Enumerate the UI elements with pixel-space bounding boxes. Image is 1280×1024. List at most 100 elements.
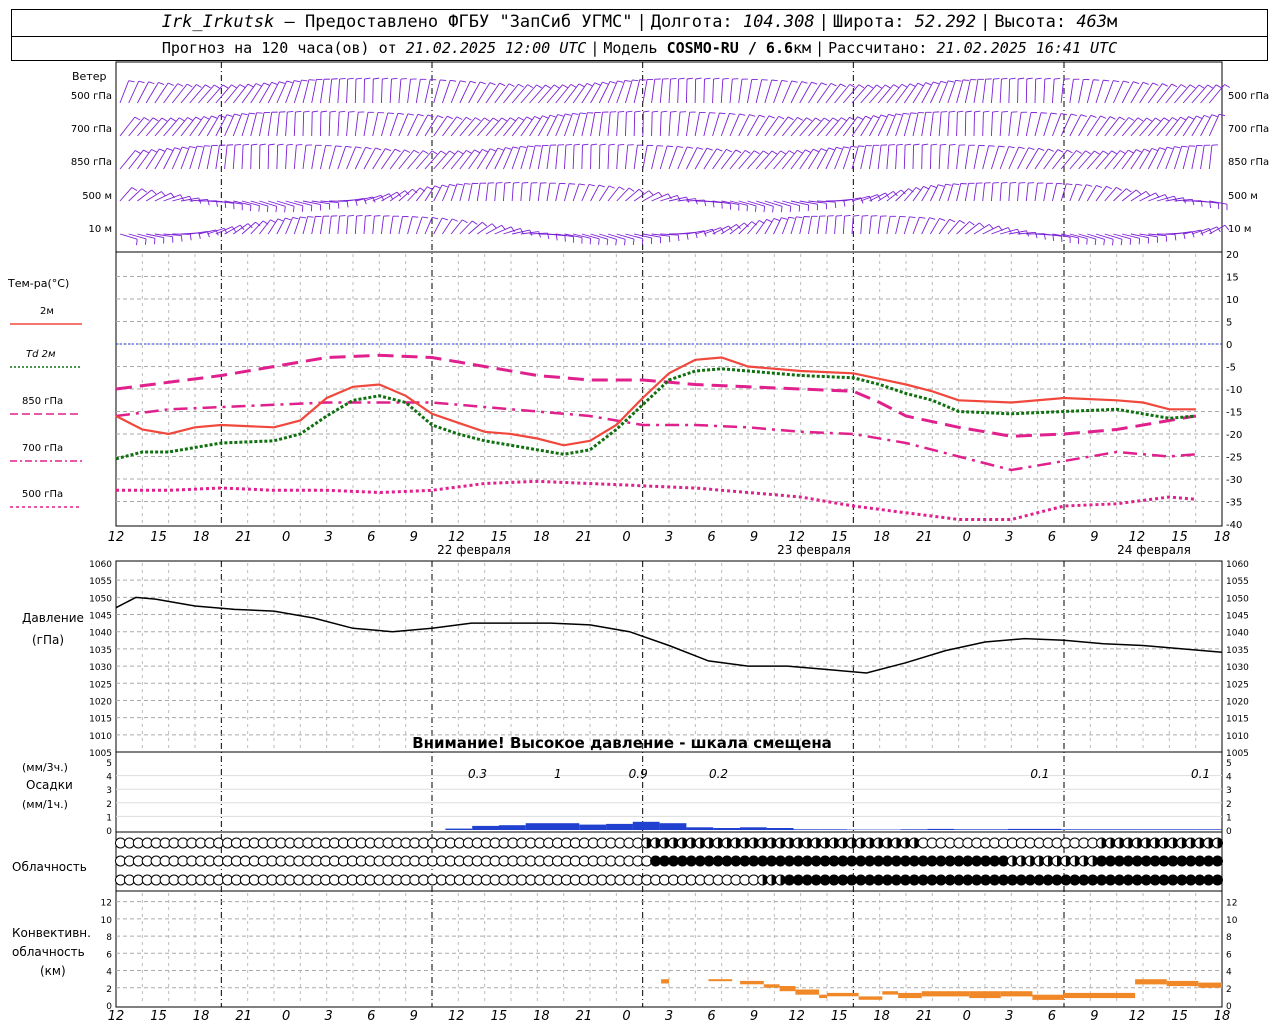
wind-barb-feather	[843, 200, 846, 207]
wind-barb-feather	[832, 117, 839, 122]
wind-barb	[1008, 183, 1011, 202]
wind-barb	[398, 113, 409, 137]
convective-bar	[898, 992, 922, 999]
wind-barb	[224, 84, 241, 104]
wind-barb-feather	[475, 117, 481, 122]
wind-barb	[668, 112, 671, 137]
wind-barb	[1095, 79, 1104, 104]
wind-barb	[1139, 148, 1153, 170]
wind-barb	[1208, 145, 1213, 170]
wind-barb	[546, 145, 551, 170]
upper-frame	[115, 61, 1223, 527]
header-title-bar: Irk_Irkutsk — Предоставлено ФГБУ "ЗапСиб…	[11, 9, 1268, 36]
wind-barb-feather	[1111, 150, 1118, 155]
wind-barb-feather	[1224, 84, 1231, 88]
wind-barb	[328, 79, 333, 104]
wind-barb	[1209, 200, 1228, 205]
wind-barb	[616, 145, 619, 170]
wind-barb-feather	[1163, 117, 1170, 122]
wind-barb	[747, 200, 765, 207]
wind-barb	[250, 200, 269, 207]
wind-barb-feather	[953, 183, 960, 185]
wind-barb-feather	[400, 78, 407, 80]
wind-barb	[851, 84, 869, 104]
hour-tick-label-bottom: 12	[448, 1009, 465, 1024]
wind-barb-feather	[277, 143, 284, 146]
wind-barb	[930, 218, 940, 235]
wind-barb	[198, 115, 212, 137]
wind-barb	[537, 114, 551, 137]
t850-line	[115, 353, 1196, 438]
convective-bar	[1198, 982, 1222, 988]
wind-barb-feather	[1001, 182, 1008, 184]
pressure-tick-label: 1060	[89, 560, 112, 570]
wind-barb-feather	[363, 198, 367, 205]
wind-barb-feather	[131, 187, 138, 191]
precip-total-label: 0.9	[629, 767, 648, 781]
wind-barb	[1034, 78, 1037, 104]
wind-barb-feather	[432, 217, 439, 220]
wind-barb-feather	[1018, 77, 1025, 80]
wind-barb-feather	[771, 150, 778, 155]
wind-barb	[895, 188, 909, 202]
wind-barb	[1078, 115, 1092, 137]
convective-bar	[969, 991, 1001, 999]
wind-barb	[677, 198, 696, 202]
cloud-cover-fill	[744, 838, 750, 848]
wind-barb	[206, 145, 213, 170]
pressure-tick-label-right: 1040	[1226, 629, 1249, 639]
wind-barb-feather	[862, 215, 869, 217]
wind-barb-feather	[969, 221, 975, 226]
wind-barb	[808, 148, 822, 170]
wind-barb-feather	[824, 117, 830, 122]
wind-barb	[1008, 78, 1011, 104]
wind-barb	[564, 83, 580, 104]
wind-barb-feather	[781, 217, 788, 220]
wind-barb-feather	[919, 216, 926, 219]
wind-barb	[773, 80, 783, 104]
wind-barb-feather	[1155, 117, 1161, 122]
wind-barb	[1165, 197, 1184, 202]
wind-barb-feather	[901, 83, 908, 88]
wind-barb	[259, 82, 272, 104]
temp-legend-label: 850 гПа	[22, 396, 63, 407]
wind-barb-feather	[768, 115, 775, 119]
wind-barb	[720, 149, 737, 170]
hour-tick-label-bottom: 12	[108, 1009, 125, 1024]
wind-level-label-right: 850 гПа	[1228, 157, 1269, 168]
wind-barb	[215, 200, 234, 204]
date-label: 22 февраля	[437, 543, 511, 557]
wind-barb	[459, 220, 473, 235]
wind-barb	[381, 191, 398, 202]
convective-bar	[708, 979, 733, 982]
pressure-tick-label-right: 1035	[1226, 646, 1249, 656]
wind-barb-feather	[1224, 224, 1230, 231]
wind-barb-feather	[618, 110, 625, 113]
wind-barb-feather	[713, 77, 720, 80]
wind-barb-feather	[766, 218, 773, 223]
wind-barb	[790, 117, 807, 137]
wind-barb	[799, 117, 816, 137]
wind-barb	[1025, 183, 1029, 202]
wind-barb	[1025, 78, 1028, 104]
wind-barb	[1139, 117, 1156, 137]
wind-barb	[903, 144, 906, 170]
temp-tick-label: -30	[1226, 475, 1242, 486]
wind-barb-feather	[231, 226, 237, 232]
wind-barb-feather	[876, 84, 882, 89]
wind-barb	[720, 79, 724, 104]
wind-barb	[215, 145, 220, 170]
wind-barb-feather	[275, 206, 278, 213]
wind-barb-feather	[841, 117, 847, 122]
wind-barb-feather	[364, 77, 371, 80]
hour-tick-label-bottom: 15	[831, 1009, 848, 1024]
wind-barb	[520, 116, 536, 137]
wind-barb	[171, 146, 183, 170]
wind-barb-feather	[634, 110, 641, 113]
wind-barb	[799, 81, 812, 104]
wind-barb-feather	[754, 205, 757, 212]
wind-barb	[712, 79, 714, 104]
wind-barb-feather	[791, 80, 798, 83]
wind-barb	[442, 150, 459, 170]
convective-bar	[1032, 994, 1064, 1000]
